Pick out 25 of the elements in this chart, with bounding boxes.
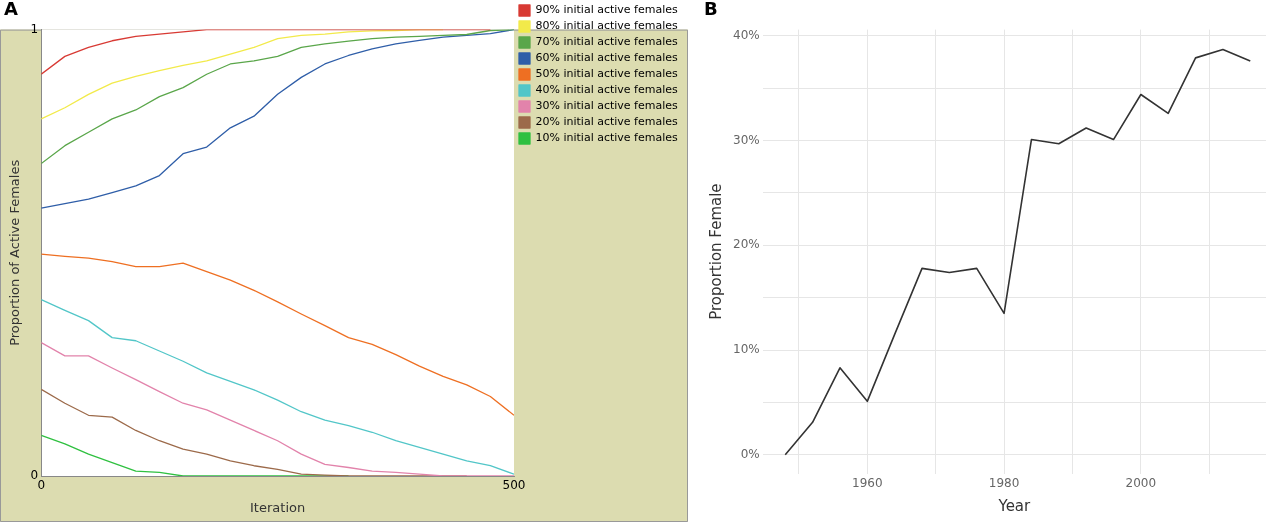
legend-label: 60% initial active females xyxy=(535,51,679,65)
legend-label: 70% initial active females xyxy=(535,35,679,49)
y-tick-label: 10% xyxy=(733,342,760,357)
y-tick-label: 0% xyxy=(740,446,760,461)
legend-label: 80% initial active females xyxy=(535,19,679,33)
y-axis-title: Proportion of Active Females xyxy=(7,159,23,346)
legend-label: 40% initial active females xyxy=(535,83,679,97)
x-tick-label: 2000 xyxy=(1125,475,1157,490)
legend-label: 20% initial active females xyxy=(535,115,679,129)
x-tick-label: 500 xyxy=(502,478,526,493)
x-tick-label: 1980 xyxy=(988,475,1020,490)
x-axis-title: Year xyxy=(997,496,1032,515)
legend-label: 30% initial active females xyxy=(535,99,679,113)
legend-label: 90% initial active females xyxy=(535,3,679,17)
y-tick-label: 1 xyxy=(30,21,39,36)
legend-label: 50% initial active females xyxy=(535,67,679,81)
x-axis-title: Iteration xyxy=(250,499,306,515)
y-axis-title: Proportion Female xyxy=(706,183,725,320)
chart-title: B xyxy=(704,0,718,20)
y-tick-label: 40% xyxy=(733,28,760,43)
legend-label: 10% initial active females xyxy=(535,131,679,145)
y-tick-label: 20% xyxy=(733,237,760,252)
y-tick-label: 30% xyxy=(733,132,760,147)
x-tick-label: 1960 xyxy=(852,475,883,490)
chart-title: A xyxy=(4,0,18,20)
